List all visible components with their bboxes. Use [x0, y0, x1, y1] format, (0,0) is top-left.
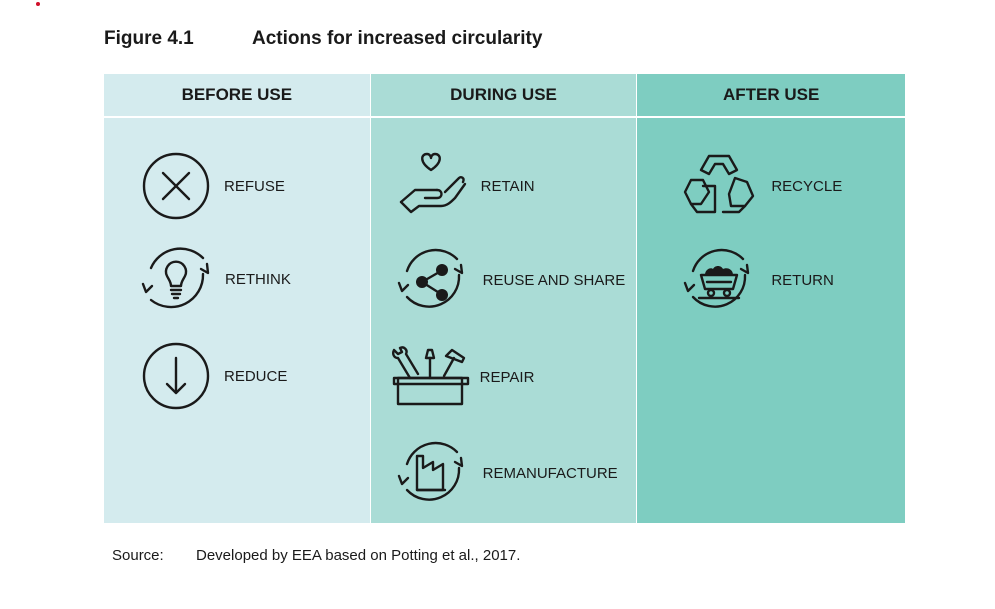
item-label: RETURN: [771, 271, 834, 289]
item-label: REPAIR: [479, 368, 535, 386]
item-reuse-and-share: REUSE AND SHARE: [395, 245, 626, 315]
item-refuse: REFUSE: [142, 152, 285, 220]
item-label: RECYCLE: [771, 177, 843, 195]
red-dot-marker: [36, 2, 40, 6]
item-remanufacture: REMANUFACTURE: [395, 438, 618, 508]
toolbox-icon: [391, 346, 469, 406]
item-label: RETHINK: [225, 270, 291, 288]
source-text: Developed by EEA based on Potting et al.…: [196, 547, 521, 564]
item-repair: REPAIR: [388, 346, 535, 408]
lightbulb-cycle-icon: [141, 247, 210, 309]
figure-title: Actions for increased circularity: [252, 28, 543, 49]
column-before-use: BEFORE USE REFUSE RETHINK: [104, 74, 370, 523]
item-label: REDUCE: [224, 367, 288, 385]
hand-heart-icon: [399, 152, 466, 214]
factory-cycle-icon: [397, 441, 463, 501]
circularity-table: BEFORE USE REFUSE RETHINK: [104, 74, 906, 523]
item-retain: RETAIN: [397, 152, 535, 220]
column-after-use: AFTER USE RECYCLE: [636, 74, 906, 523]
mine-cart-cycle-icon: [684, 248, 750, 308]
item-label: REFUSE: [224, 177, 285, 195]
item-label: REMANUFACTURE: [482, 464, 618, 482]
recycle-icon: [684, 154, 755, 214]
item-recycle: RECYCLE: [683, 152, 842, 220]
item-rethink: RETHINK: [137, 244, 291, 314]
source-label: Source:: [112, 547, 164, 564]
column-header-before-use: BEFORE USE: [104, 74, 370, 118]
column-during-use: DURING USE RETAIN: [369, 74, 637, 523]
item-reduce: REDUCE: [142, 342, 287, 410]
down-arrow-circle-icon: [142, 342, 210, 410]
column-header-during-use: DURING USE: [370, 74, 637, 118]
item-label: RETAIN: [480, 177, 535, 195]
item-label: REUSE AND SHARE: [482, 271, 626, 289]
figure-number: Figure 4.1: [104, 28, 194, 49]
column-header-after-use: AFTER USE: [637, 74, 906, 118]
x-circle-icon: [142, 152, 210, 220]
share-cycle-icon: [397, 248, 463, 308]
item-return: RETURN: [681, 245, 834, 315]
